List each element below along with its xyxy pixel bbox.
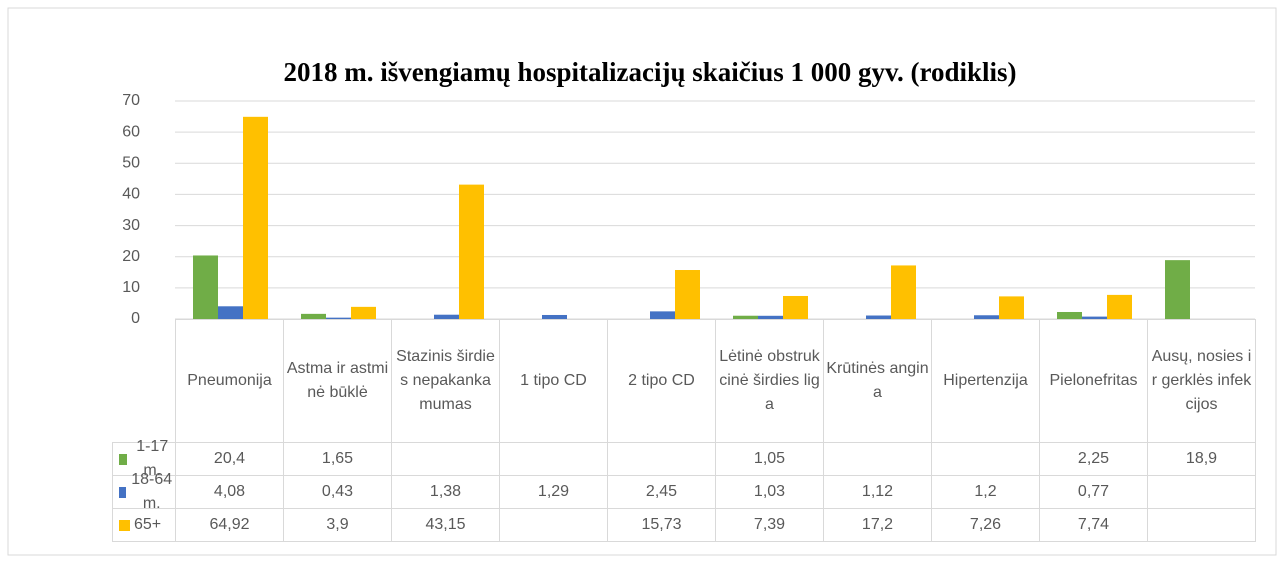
category-label: Pielonefritas — [1039, 319, 1148, 443]
category-label: Lėtinė obstrukcinė širdies liga — [715, 319, 824, 443]
table-cell: 2,45 — [607, 475, 716, 509]
table-cell: 7,26 — [931, 508, 1040, 542]
bar — [193, 255, 218, 319]
category-label: Hipertenzija — [931, 319, 1040, 443]
category-label: Ausų, nosies ir gerklės infekcijos — [1147, 319, 1256, 443]
y-tick-label: 0 — [131, 310, 140, 327]
table-cell: 1,38 — [391, 475, 500, 509]
table-cell: 1,05 — [715, 442, 824, 476]
chart-border — [7, 7, 1277, 556]
bar — [1082, 316, 1107, 319]
table-cell: 4,08 — [175, 475, 284, 509]
table-cell: 0,77 — [1039, 475, 1148, 509]
category-label: Astma ir astminė būklė — [283, 319, 392, 443]
bar — [1057, 311, 1082, 319]
table-cell: 17,2 — [823, 508, 932, 542]
table-cell: 1,03 — [715, 475, 824, 509]
table-cell — [607, 442, 716, 476]
legend-swatch — [119, 486, 127, 498]
category-label: Krūtinės angina — [823, 319, 932, 443]
bar — [542, 314, 567, 319]
table-cell: 18,9 — [1147, 442, 1256, 476]
bar — [326, 317, 351, 319]
legend-label: 18-64 m. — [131, 471, 173, 512]
bar — [999, 296, 1024, 319]
table-cell: 1,2 — [931, 475, 1040, 509]
bar — [733, 315, 758, 319]
y-tick-label: 60 — [122, 123, 140, 140]
table-cell: 7,74 — [1039, 508, 1148, 542]
table-cell — [823, 442, 932, 476]
y-tick-label: 70 — [122, 92, 140, 109]
bar — [891, 265, 916, 319]
table-cell — [391, 442, 500, 476]
bar — [301, 313, 326, 319]
chart-title: 2018 m. išvengiamų hospitalizacijų skaič… — [283, 57, 1016, 87]
bar — [243, 116, 268, 319]
table-cell: 64,92 — [175, 508, 284, 542]
bar — [459, 184, 484, 319]
y-tick-label: 50 — [122, 155, 140, 172]
table-cell — [499, 508, 608, 542]
table-cell — [931, 442, 1040, 476]
bar — [758, 315, 783, 319]
category-label: 2 tipo CD — [607, 319, 716, 443]
bar — [1165, 260, 1190, 319]
category-label: Stazinis širdies nepakankamumas — [391, 319, 500, 443]
table-cell: 1,12 — [823, 475, 932, 509]
bar — [675, 270, 700, 319]
table-cell: 43,15 — [391, 508, 500, 542]
bar — [1107, 294, 1132, 319]
table-cell: 15,73 — [607, 508, 716, 542]
bar — [866, 315, 891, 319]
table-cell: 7,39 — [715, 508, 824, 542]
y-tick-label: 30 — [122, 217, 140, 234]
bar — [783, 295, 808, 319]
bar — [974, 315, 999, 319]
legend-swatch — [119, 519, 130, 531]
legend-cell: 18-64 m. — [112, 471, 176, 512]
table-cell: 1,65 — [283, 442, 392, 476]
category-label: Pneumonija — [175, 319, 284, 443]
bar — [351, 306, 376, 319]
table-cell — [1147, 508, 1256, 542]
table-cell — [1147, 475, 1256, 509]
table-cell: 1,29 — [499, 475, 608, 509]
bar — [650, 311, 675, 319]
legend-swatch — [119, 453, 128, 465]
table-cell: 3,9 — [283, 508, 392, 542]
category-label: 1 tipo CD — [499, 319, 608, 443]
y-tick-label: 10 — [122, 279, 140, 296]
table-cell: 20,4 — [175, 442, 284, 476]
y-tick-label: 40 — [122, 186, 140, 203]
legend-label: 1-17 m. — [136, 438, 169, 479]
legend-cell: 65+ — [112, 508, 176, 542]
table-cell: 0,43 — [283, 475, 392, 509]
bar — [434, 314, 459, 319]
bar — [218, 306, 243, 319]
table-cell: 2,25 — [1039, 442, 1148, 476]
legend-label: 65+ — [134, 516, 162, 533]
y-tick-label: 20 — [122, 248, 140, 265]
table-cell — [499, 442, 608, 476]
